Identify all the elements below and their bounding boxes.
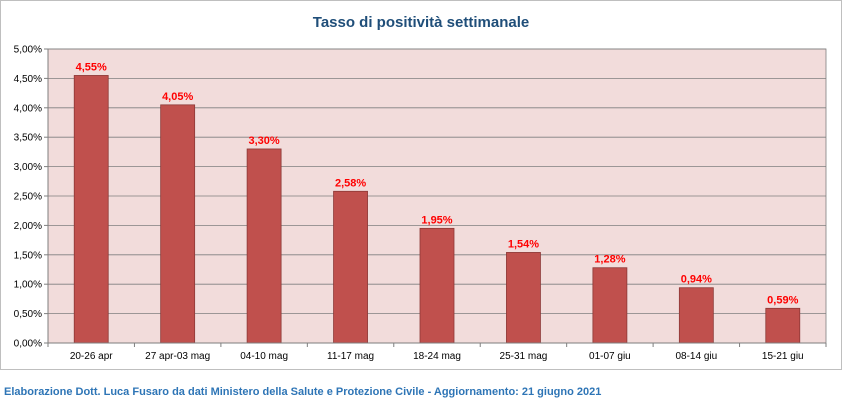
bar <box>246 148 282 344</box>
x-tick-label: 04-10 mag <box>240 351 288 362</box>
y-tick-label: 2,00% <box>14 221 42 232</box>
bar <box>73 75 109 344</box>
x-axis-ticks: 20-26 apr 27 apr-03 mag 04-10 mag 11-17 mag… <box>47 343 827 362</box>
y-tick-label: 4,00% <box>14 103 42 114</box>
data-label: 1,95% <box>421 214 452 226</box>
y-tick-label: 0,50% <box>14 309 42 320</box>
x-tick-label: 08-14 giu <box>675 351 717 362</box>
data-label: 4,55% <box>76 61 107 73</box>
y-tick-label: 4,50% <box>14 74 42 85</box>
x-tick-label: 27 apr-03 mag <box>145 351 210 362</box>
x-tick-label: 01-07 giu <box>589 351 631 362</box>
data-label: 4,05% <box>162 91 193 103</box>
data-label: 3,30% <box>249 135 280 147</box>
data-label: 2,58% <box>335 177 366 189</box>
bar <box>419 227 455 344</box>
bar <box>592 267 628 344</box>
data-label: 0,59% <box>767 294 798 306</box>
bar <box>765 307 801 344</box>
chart-frame: Tasso di positività settimanale 0,00% 0,5… <box>0 0 842 370</box>
x-tick-label: 15-21 giu <box>762 351 804 362</box>
bar-chart: Tasso di positività settimanale 0,00% 0,5… <box>14 14 827 362</box>
x-tick-label: 20-26 apr <box>70 351 113 362</box>
y-tick-label: 3,00% <box>14 162 42 173</box>
bars: 4,55% 4,05% 3,30% 2,58% 1,95% 1,54% 1,28% 0,94%… <box>73 61 801 344</box>
axes <box>47 48 827 344</box>
data-label: 1,54% <box>508 238 539 250</box>
bar <box>678 287 714 344</box>
y-tick-label: 1,50% <box>14 250 42 261</box>
chart-title: Tasso di positività settimanale <box>313 14 529 31</box>
y-tick-label: 2,50% <box>14 192 42 203</box>
bar <box>333 190 368 344</box>
x-tick-label: 18-24 mag <box>413 351 461 362</box>
plot-border <box>47 48 827 344</box>
x-tick-label: 25-31 mag <box>500 351 548 362</box>
y-axis-ticks: 0,00% 0,50% 1,00% 1,50% 2,00% 2,50% 3,00% 3,50%… <box>14 45 48 350</box>
y-tick-label: 3,50% <box>14 133 42 144</box>
data-label: 0,94% <box>681 274 712 286</box>
x-tick-label: 11-17 mag <box>327 351 374 362</box>
y-tick-label: 0,00% <box>14 339 42 350</box>
bar <box>160 104 196 344</box>
source-footer: Elaborazione Dott. Luca Fusaro da dati M… <box>4 386 602 398</box>
y-tick-label: 5,00% <box>14 45 42 56</box>
y-tick-label: 1,00% <box>14 280 42 291</box>
bar <box>506 252 541 344</box>
data-label: 1,28% <box>594 254 625 266</box>
